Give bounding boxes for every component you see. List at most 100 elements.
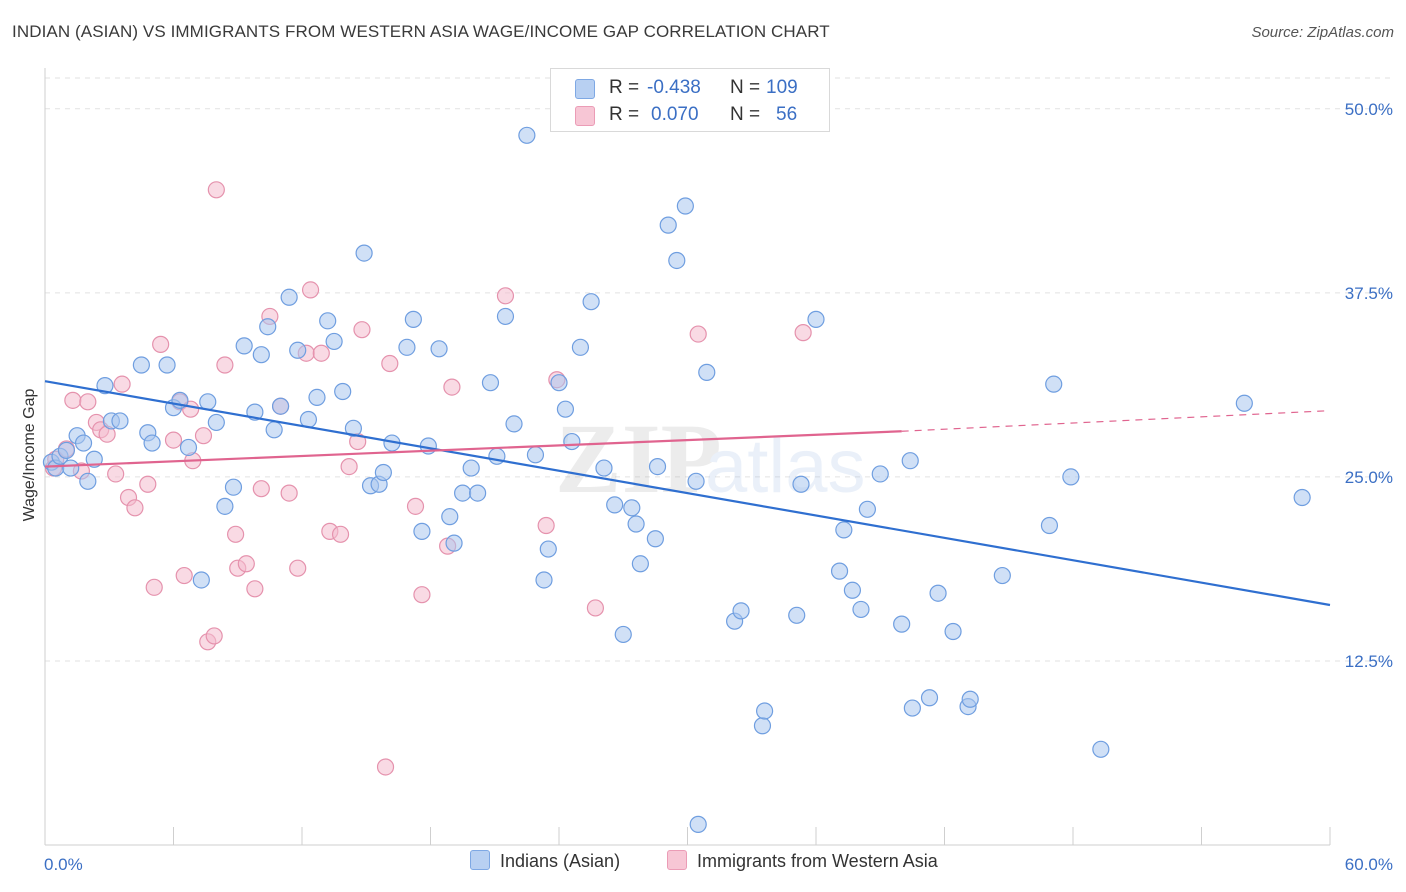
point-indians-asian — [627, 515, 645, 533]
point-western-asia — [301, 281, 320, 299]
point-western-asia — [689, 325, 707, 343]
source-label: Source: ZipAtlas.com — [1251, 24, 1394, 41]
point-indians-asian — [1045, 375, 1063, 393]
point-indians-asian — [445, 534, 463, 552]
point-western-asia — [246, 580, 264, 598]
point-indians-asian — [648, 457, 667, 476]
chart-title: INDIAN (ASIAN) VS IMMIGRANTS FROM WESTER… — [12, 22, 830, 41]
point-indians-asian — [216, 497, 234, 515]
point-indians-asian — [732, 602, 750, 620]
point-indians-asian — [623, 499, 641, 517]
point-western-asia — [152, 335, 170, 353]
point-indians-asian — [235, 337, 253, 355]
point-indians-asian — [668, 251, 686, 270]
bottom-legend-label: Immigrants from Western Asia — [697, 851, 938, 871]
point-indians-asian — [835, 521, 853, 539]
point-indians-asian — [595, 459, 613, 477]
point-indians-asian — [469, 484, 487, 502]
point-western-asia — [207, 181, 225, 199]
point-indians-asian — [271, 397, 290, 415]
y-tick-label: 12.5% — [1345, 652, 1393, 671]
point-indians-asian — [676, 197, 694, 215]
point-western-asia — [312, 344, 330, 362]
point-indians-asian — [893, 615, 911, 633]
point-indians-asian — [792, 475, 810, 493]
point-indians-asian — [398, 338, 416, 356]
point-western-asia — [227, 525, 245, 543]
point-western-asia — [139, 475, 157, 493]
point-indians-asian — [1293, 488, 1311, 507]
point-indians-asian — [698, 363, 716, 381]
point-indians-asian — [518, 126, 536, 144]
point-indians-asian — [920, 689, 939, 707]
point-indians-asian — [753, 717, 772, 735]
legend-r-label: R = — [609, 104, 640, 125]
point-indians-asian — [374, 463, 392, 482]
point-indians-asian — [224, 478, 243, 496]
point-indians-asian — [614, 625, 632, 644]
legend-swatch-blue — [575, 79, 595, 99]
point-indians-asian — [355, 244, 373, 262]
point-indians-asian — [111, 412, 129, 430]
point-indians-asian — [807, 310, 825, 328]
point-western-asia — [406, 497, 425, 515]
point-indians-asian — [505, 415, 523, 433]
point-western-asia — [331, 525, 350, 543]
trend-line-indians-asian — [44, 380, 1331, 607]
point-indians-asian — [179, 438, 198, 457]
point-indians-asian — [1040, 516, 1059, 535]
point-indians-asian — [96, 377, 114, 395]
point-indians-asian — [571, 338, 590, 356]
bottom-legend-swatch-pink — [667, 850, 687, 870]
point-indians-asian — [265, 421, 283, 439]
point-indians-asian — [404, 310, 422, 328]
point-indians-asian — [903, 699, 921, 717]
point-indians-asian — [830, 562, 849, 580]
point-western-asia — [794, 324, 812, 342]
point-indians-asian — [481, 374, 500, 392]
legend-r-value: 0.070 — [651, 104, 699, 125]
point-indians-asian — [192, 571, 210, 589]
point-indians-asian — [308, 388, 326, 406]
point-western-asia — [537, 516, 555, 535]
point-indians-asian — [843, 581, 862, 599]
point-western-asia — [79, 393, 97, 411]
point-indians-asian — [944, 622, 962, 641]
legend-n-label: N = — [730, 104, 761, 125]
point-indians-asian — [158, 356, 176, 374]
grid-lines — [45, 77, 1395, 662]
point-western-asia — [113, 375, 131, 393]
point-western-asia — [252, 480, 270, 498]
point-indians-asian — [344, 419, 362, 437]
point-western-asia — [164, 431, 183, 449]
trend-lines — [44, 380, 1331, 607]
point-indians-asian — [535, 571, 553, 589]
point-indians-asian — [526, 446, 545, 464]
point-indians-asian — [207, 413, 225, 432]
point-western-asia — [237, 555, 255, 573]
point-western-asia — [64, 391, 82, 409]
point-indians-asian — [496, 307, 515, 326]
x-tick-label: 60.0% — [1345, 855, 1393, 874]
legend-r-label: R = — [609, 77, 640, 98]
svg-text:ZIP: ZIP — [555, 403, 722, 514]
point-indians-asian — [79, 472, 97, 490]
y-tick-label: 25.0% — [1345, 468, 1393, 487]
point-indians-asian — [74, 434, 93, 452]
point-indians-asian — [289, 341, 307, 359]
point-western-asia — [280, 484, 298, 502]
point-indians-asian — [85, 450, 103, 468]
y-tick-label: 37.5% — [1345, 284, 1393, 303]
point-indians-asian — [454, 484, 472, 502]
point-indians-asian — [687, 472, 705, 490]
y-axis-title: Wage/Income Gap — [21, 389, 38, 522]
legend-n-label: N = — [730, 77, 761, 98]
point-western-asia — [496, 287, 515, 305]
point-indians-asian — [993, 566, 1011, 585]
point-indians-asian — [1235, 394, 1253, 412]
point-western-asia — [216, 356, 234, 374]
legend-r-value: -0.438 — [647, 77, 701, 98]
point-indians-asian — [871, 465, 889, 483]
point-indians-asian — [961, 690, 979, 708]
bottom-legend-swatch-blue — [470, 850, 490, 870]
